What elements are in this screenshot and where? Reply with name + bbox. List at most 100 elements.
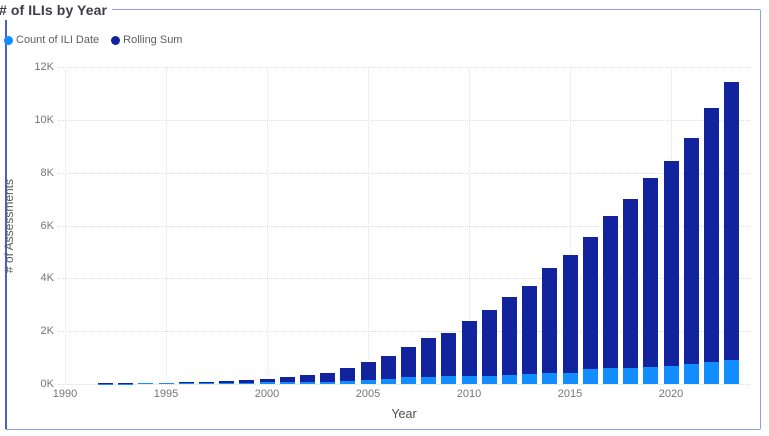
bar-2018-rolling-sum-segment[interactable] — [623, 199, 639, 369]
bar-1995[interactable] — [158, 382, 174, 384]
bar-2016-count-segment[interactable] — [582, 369, 598, 384]
bar-2003[interactable] — [320, 372, 336, 384]
bar-2004-rolling-sum-segment[interactable] — [340, 367, 356, 381]
bar-2014-count-segment[interactable] — [542, 373, 558, 384]
bar-2019-count-segment[interactable] — [643, 366, 659, 384]
bar-2005-count-segment[interactable] — [360, 380, 376, 384]
bar-1996-rolling-sum-segment[interactable] — [178, 382, 194, 384]
bar-2017-count-segment[interactable] — [602, 368, 618, 384]
bar-2013[interactable] — [522, 286, 538, 384]
bar-2003-rolling-sum-segment[interactable] — [320, 372, 336, 382]
bar-2013-rolling-sum-segment[interactable] — [522, 286, 538, 374]
bar-1993[interactable] — [118, 383, 134, 384]
bar-2001-rolling-sum-segment[interactable] — [279, 376, 295, 383]
bar-1999[interactable] — [239, 380, 255, 384]
bar-2001-count-segment[interactable] — [279, 382, 295, 384]
bar-2019[interactable] — [643, 177, 659, 384]
bar-2021-rolling-sum-segment[interactable] — [683, 138, 699, 365]
bar-2010-rolling-sum-segment[interactable] — [461, 320, 477, 377]
bar-1997-count-segment[interactable] — [198, 383, 214, 384]
bar-2012-rolling-sum-segment[interactable] — [501, 296, 517, 375]
bar-2014[interactable] — [542, 267, 558, 384]
bar-1994-count-segment[interactable] — [138, 383, 154, 384]
bar-2011-rolling-sum-segment[interactable] — [481, 310, 497, 376]
bar-1999-count-segment[interactable] — [239, 382, 255, 384]
bar-2018[interactable] — [623, 199, 639, 384]
bar-2021[interactable] — [683, 138, 699, 384]
bar-2016[interactable] — [582, 237, 598, 384]
gridline-vertical — [469, 67, 470, 384]
bar-2009[interactable] — [441, 332, 457, 384]
bar-2007-count-segment[interactable] — [400, 377, 416, 384]
bar-2017[interactable] — [602, 216, 618, 384]
bar-1998-rolling-sum-segment[interactable] — [219, 381, 235, 384]
bar-1995-count-segment[interactable] — [158, 383, 174, 384]
gridline-horizontal — [58, 384, 750, 385]
bar-2023-rolling-sum-segment[interactable] — [724, 81, 740, 361]
bar-2021-count-segment[interactable] — [683, 364, 699, 384]
bar-1994-rolling-sum-segment[interactable] — [138, 382, 154, 384]
bar-2015-rolling-sum-segment[interactable] — [562, 254, 578, 373]
bar-2004-count-segment[interactable] — [340, 380, 356, 384]
bar-2015-count-segment[interactable] — [562, 372, 578, 384]
bar-2008-count-segment[interactable] — [421, 376, 437, 384]
bar-2017-rolling-sum-segment[interactable] — [602, 216, 618, 369]
bar-2020-rolling-sum-segment[interactable] — [663, 160, 679, 366]
bar-2019-rolling-sum-segment[interactable] — [643, 177, 659, 367]
bar-2011-count-segment[interactable] — [481, 375, 497, 384]
bar-2022[interactable] — [703, 107, 719, 384]
bar-2004[interactable] — [340, 367, 356, 384]
bar-1996-count-segment[interactable] — [178, 383, 194, 384]
bar-2010[interactable] — [461, 320, 477, 384]
y-axis-tick-label: 12K — [34, 61, 54, 73]
bar-2000-count-segment[interactable] — [259, 382, 275, 384]
bar-1997-rolling-sum-segment[interactable] — [198, 381, 214, 384]
bar-1992[interactable] — [97, 383, 113, 384]
bar-2009-count-segment[interactable] — [441, 376, 457, 384]
bar-1996[interactable] — [178, 382, 194, 384]
bar-2005[interactable] — [360, 361, 376, 384]
bar-2003-count-segment[interactable] — [320, 381, 336, 384]
bar-2007-rolling-sum-segment[interactable] — [400, 347, 416, 378]
bar-2002-rolling-sum-segment[interactable] — [299, 375, 315, 382]
bar-2022-count-segment[interactable] — [703, 361, 719, 384]
bar-2006-rolling-sum-segment[interactable] — [380, 356, 396, 379]
bar-2012[interactable] — [501, 296, 517, 384]
bar-2022-rolling-sum-segment[interactable] — [703, 107, 719, 362]
bar-2020[interactable] — [663, 160, 679, 384]
bar-2015[interactable] — [562, 254, 578, 384]
bar-2002-count-segment[interactable] — [299, 381, 315, 384]
bar-2014-rolling-sum-segment[interactable] — [542, 267, 558, 374]
bar-2008[interactable] — [421, 337, 437, 384]
bar-2013-count-segment[interactable] — [522, 373, 538, 384]
bar-2010-count-segment[interactable] — [461, 376, 477, 384]
legend-item-count-of-ili-date[interactable]: Count of ILI Date — [4, 34, 99, 46]
bar-2000-rolling-sum-segment[interactable] — [259, 378, 275, 383]
bar-2006[interactable] — [380, 356, 396, 384]
bar-2023-count-segment[interactable] — [724, 360, 740, 384]
bar-1999-rolling-sum-segment[interactable] — [239, 380, 255, 383]
bar-2018-count-segment[interactable] — [623, 368, 639, 384]
bar-2011[interactable] — [481, 310, 497, 384]
legend-item-rolling-sum[interactable]: Rolling Sum — [111, 34, 182, 46]
bar-1997[interactable] — [198, 381, 214, 384]
bar-2016-rolling-sum-segment[interactable] — [582, 237, 598, 370]
bar-1994[interactable] — [138, 382, 154, 384]
bar-1998[interactable] — [219, 381, 235, 384]
bar-2006-count-segment[interactable] — [380, 378, 396, 384]
x-axis-tick-label: 1990 — [52, 388, 78, 400]
bar-2008-rolling-sum-segment[interactable] — [421, 337, 437, 377]
bar-2023[interactable] — [724, 81, 740, 384]
bar-2012-count-segment[interactable] — [501, 374, 517, 384]
x-axis-tick-label: 2020 — [658, 388, 684, 400]
bar-2020-count-segment[interactable] — [663, 365, 679, 384]
bar-2002[interactable] — [299, 375, 315, 384]
bar-2009-rolling-sum-segment[interactable] — [441, 332, 457, 377]
bar-1998-count-segment[interactable] — [219, 383, 235, 384]
bar-2000[interactable] — [259, 378, 275, 384]
bar-2005-rolling-sum-segment[interactable] — [360, 361, 376, 381]
bar-2007[interactable] — [400, 347, 416, 384]
bar-2001[interactable] — [279, 376, 295, 384]
bar-1995-rolling-sum-segment[interactable] — [158, 382, 174, 384]
y-axis-tick-label: 10K — [34, 113, 54, 126]
